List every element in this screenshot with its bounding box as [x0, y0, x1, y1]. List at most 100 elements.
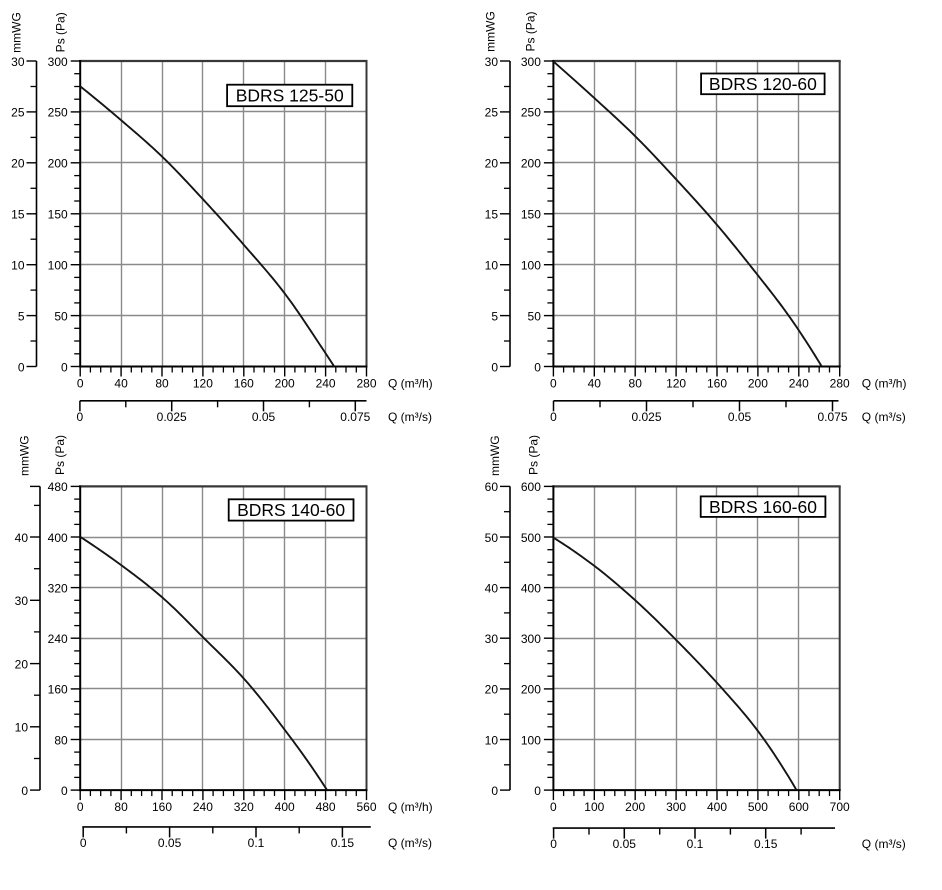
svg-text:10: 10	[485, 733, 499, 747]
svg-text:200: 200	[748, 376, 768, 390]
svg-text:0: 0	[77, 410, 84, 424]
svg-text:80: 80	[629, 376, 643, 390]
svg-text:40: 40	[485, 581, 499, 595]
svg-text:20: 20	[485, 157, 499, 171]
svg-text:0: 0	[550, 376, 557, 390]
svg-text:240: 240	[48, 632, 68, 646]
svg-text:300: 300	[48, 55, 68, 69]
svg-text:20: 20	[11, 157, 25, 171]
svg-text:0: 0	[61, 784, 68, 798]
svg-text:0: 0	[534, 360, 541, 374]
svg-text:BDRS 160-60: BDRS 160-60	[709, 497, 817, 517]
svg-text:250: 250	[48, 106, 68, 120]
svg-text:500: 500	[521, 531, 541, 545]
svg-text:0: 0	[77, 800, 84, 814]
svg-text:20: 20	[15, 657, 29, 671]
svg-text:0: 0	[77, 376, 84, 390]
svg-text:400: 400	[521, 581, 541, 595]
svg-text:15: 15	[485, 208, 499, 222]
svg-text:mmWG: mmWG	[17, 435, 31, 476]
svg-text:30: 30	[11, 55, 25, 69]
svg-text:25: 25	[485, 106, 499, 120]
svg-text:Q (m³/h): Q (m³/h)	[862, 376, 907, 390]
svg-text:50: 50	[485, 531, 499, 545]
svg-text:280: 280	[830, 376, 850, 390]
svg-text:250: 250	[521, 106, 541, 120]
svg-text:80: 80	[54, 733, 68, 747]
svg-text:400: 400	[48, 531, 68, 545]
svg-text:600: 600	[789, 800, 809, 814]
svg-text:600: 600	[521, 480, 541, 494]
svg-text:5: 5	[18, 309, 25, 323]
svg-text:20: 20	[485, 683, 499, 697]
svg-text:0.05: 0.05	[252, 410, 276, 424]
svg-text:200: 200	[275, 376, 295, 390]
svg-text:mmWG: mmWG	[488, 435, 502, 476]
svg-text:0: 0	[18, 360, 25, 374]
svg-text:0: 0	[491, 360, 498, 374]
svg-text:100: 100	[521, 259, 541, 273]
svg-text:0.1: 0.1	[248, 836, 265, 850]
svg-text:480: 480	[48, 480, 68, 494]
svg-text:240: 240	[789, 376, 809, 390]
svg-text:Ps (Pa): Ps (Pa)	[527, 435, 541, 475]
svg-text:0.05: 0.05	[613, 837, 637, 851]
svg-text:300: 300	[666, 800, 686, 814]
svg-text:15: 15	[11, 208, 25, 222]
svg-text:0.05: 0.05	[728, 410, 752, 424]
svg-text:120: 120	[193, 376, 213, 390]
svg-text:240: 240	[193, 800, 213, 814]
svg-text:120: 120	[666, 376, 686, 390]
svg-text:500: 500	[748, 800, 768, 814]
svg-text:300: 300	[521, 55, 541, 69]
svg-text:10: 10	[485, 259, 499, 273]
svg-text:200: 200	[521, 683, 541, 697]
svg-text:200: 200	[48, 157, 68, 171]
svg-text:320: 320	[234, 800, 254, 814]
svg-text:400: 400	[707, 800, 727, 814]
svg-text:0.15: 0.15	[754, 837, 778, 851]
svg-text:0.075: 0.075	[817, 410, 847, 424]
svg-text:0: 0	[61, 360, 68, 374]
svg-text:0: 0	[550, 800, 557, 814]
svg-text:Ps (Pa): Ps (Pa)	[54, 12, 68, 52]
svg-text:0.075: 0.075	[340, 410, 370, 424]
svg-text:60: 60	[485, 480, 499, 494]
svg-text:mmWG: mmWG	[10, 12, 24, 53]
svg-text:0.05: 0.05	[158, 836, 182, 850]
svg-text:0: 0	[534, 784, 541, 798]
svg-text:100: 100	[584, 800, 604, 814]
svg-text:160: 160	[48, 683, 68, 697]
svg-text:0: 0	[550, 410, 557, 424]
svg-text:150: 150	[521, 208, 541, 222]
svg-text:10: 10	[15, 721, 29, 735]
svg-text:50: 50	[54, 309, 68, 323]
svg-text:560: 560	[356, 800, 376, 814]
svg-text:30: 30	[15, 594, 29, 608]
svg-text:50: 50	[528, 309, 542, 323]
svg-text:100: 100	[521, 733, 541, 747]
svg-text:30: 30	[485, 55, 499, 69]
svg-text:Q (m³/s): Q (m³/s)	[388, 836, 432, 850]
svg-text:BDRS 125-50: BDRS 125-50	[236, 86, 344, 106]
svg-text:100: 100	[48, 259, 68, 273]
svg-text:0.025: 0.025	[631, 410, 661, 424]
svg-text:0: 0	[21, 784, 28, 798]
svg-text:80: 80	[114, 800, 128, 814]
svg-text:5: 5	[491, 309, 498, 323]
svg-text:80: 80	[155, 376, 169, 390]
svg-text:700: 700	[830, 800, 850, 814]
svg-text:240: 240	[316, 376, 336, 390]
svg-text:320: 320	[48, 581, 68, 595]
svg-text:200: 200	[521, 157, 541, 171]
svg-text:0: 0	[80, 836, 87, 850]
svg-text:480: 480	[316, 800, 336, 814]
svg-text:Ps (Pa): Ps (Pa)	[524, 11, 538, 51]
svg-text:40: 40	[15, 531, 29, 545]
svg-text:400: 400	[275, 800, 295, 814]
svg-text:0.025: 0.025	[157, 410, 187, 424]
svg-text:30: 30	[485, 632, 499, 646]
svg-text:0: 0	[550, 837, 557, 851]
svg-text:Q (m³/s): Q (m³/s)	[862, 410, 906, 424]
svg-text:Ps (Pa): Ps (Pa)	[53, 435, 67, 475]
